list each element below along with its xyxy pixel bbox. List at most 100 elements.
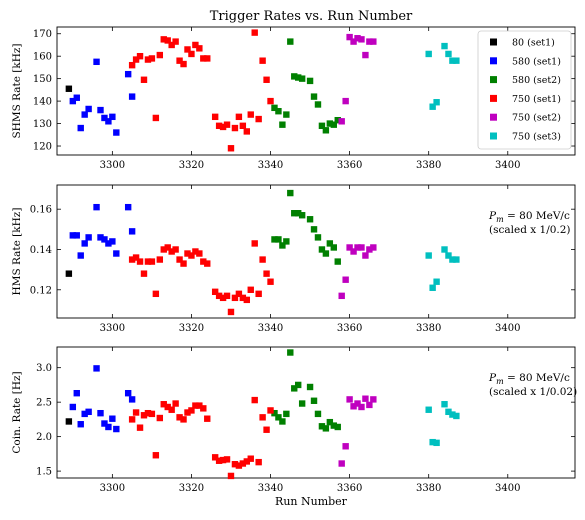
- data-point: [124, 70, 132, 78]
- data-point: [124, 389, 132, 397]
- data-point: [271, 236, 278, 243]
- data-point: [132, 56, 140, 63]
- data-point: [366, 246, 373, 253]
- data-point: [453, 256, 460, 263]
- data-point: [219, 456, 227, 464]
- data-point: [350, 38, 357, 45]
- data-point: [354, 400, 361, 407]
- series-750-set2-: [338, 33, 377, 125]
- x-tick-label: 3360: [337, 323, 362, 334]
- data-point: [128, 396, 136, 403]
- y-tick-label: 3.0: [36, 363, 52, 374]
- data-point: [441, 246, 448, 253]
- x-tick-label: 3320: [179, 323, 204, 334]
- x-tick-label: 3380: [416, 483, 441, 494]
- data-point: [445, 252, 452, 259]
- data-point: [160, 401, 167, 408]
- legend-marker: [490, 94, 497, 102]
- data-point: [263, 426, 270, 433]
- data-point: [188, 50, 195, 58]
- y-tick-label: 140: [33, 97, 52, 108]
- x-tick-label: 3300: [100, 323, 125, 334]
- data-point: [73, 232, 80, 239]
- data-point: [136, 424, 144, 431]
- y-tick-label: 0.16: [30, 205, 52, 216]
- data-point: [267, 278, 274, 285]
- data-point: [160, 36, 167, 43]
- data-point: [283, 410, 290, 418]
- x-tick-label: 3360: [337, 160, 362, 171]
- data-point: [279, 242, 286, 249]
- data-point: [330, 244, 337, 251]
- data-point: [172, 38, 179, 45]
- data-point: [445, 50, 452, 58]
- data-point: [180, 260, 187, 267]
- data-point: [85, 105, 92, 113]
- data-point: [275, 108, 282, 115]
- legend: 80 (set1) 580 (set1) 580 (set2) 750 (set1) 7…: [477, 30, 572, 150]
- data-point: [97, 234, 104, 241]
- data-point: [164, 244, 171, 251]
- data-point: [93, 203, 100, 211]
- y-tick-label: 150: [33, 74, 52, 85]
- data-point: [200, 258, 207, 265]
- x-tick-label: 3340: [258, 483, 283, 494]
- data-point: [93, 58, 100, 66]
- data-point: [132, 409, 140, 416]
- data-point: [231, 461, 239, 468]
- data-point: [176, 414, 183, 421]
- y-tick-label: 2.0: [36, 432, 52, 443]
- data-point: [314, 410, 322, 418]
- data-point: [354, 35, 361, 42]
- data-point: [231, 124, 239, 132]
- data-point: [251, 396, 258, 404]
- series-80-set1-: [65, 85, 73, 92]
- data-point: [322, 250, 330, 257]
- data-point: [132, 254, 140, 261]
- data-point: [144, 56, 152, 63]
- data-point: [231, 294, 239, 302]
- data-point: [85, 234, 92, 241]
- data-point: [128, 93, 136, 100]
- panel-annotation: Pm = 80 MeV/c: [488, 372, 570, 386]
- data-point: [164, 403, 171, 411]
- data-point: [271, 409, 278, 417]
- data-point: [255, 290, 262, 298]
- data-point: [370, 396, 377, 403]
- data-point: [200, 405, 207, 412]
- series-750-set2-: [338, 395, 377, 467]
- data-point: [196, 45, 203, 52]
- data-point: [334, 423, 341, 431]
- data-point: [433, 439, 440, 447]
- data-point: [346, 396, 353, 403]
- data-point: [152, 114, 160, 122]
- data-point: [287, 38, 294, 45]
- data-point: [128, 61, 136, 69]
- data-point: [109, 415, 116, 422]
- data-point: [306, 77, 314, 85]
- data-point: [342, 443, 349, 450]
- panel-annotation: Pm = 80 MeV/c: [488, 210, 570, 224]
- data-point: [105, 423, 112, 431]
- series-750-set3-: [425, 401, 460, 447]
- series-580-set1-: [69, 203, 136, 259]
- data-point: [101, 114, 108, 122]
- data-point: [449, 256, 456, 263]
- data-point: [243, 128, 251, 135]
- data-point: [223, 121, 231, 128]
- x-axis-label: Run Number: [275, 495, 348, 508]
- data-point: [334, 116, 341, 124]
- data-point: [235, 113, 243, 121]
- data-point: [113, 425, 120, 433]
- data-point: [239, 294, 247, 302]
- data-point: [291, 385, 298, 392]
- data-point: [358, 244, 365, 251]
- data-point: [358, 403, 365, 411]
- data-point: [362, 51, 369, 59]
- series-80-set1-: [65, 418, 73, 425]
- data-point: [73, 94, 80, 101]
- y-tick-label: 160: [33, 52, 52, 63]
- y-tick-label: 170: [33, 29, 52, 40]
- data-point: [263, 270, 270, 277]
